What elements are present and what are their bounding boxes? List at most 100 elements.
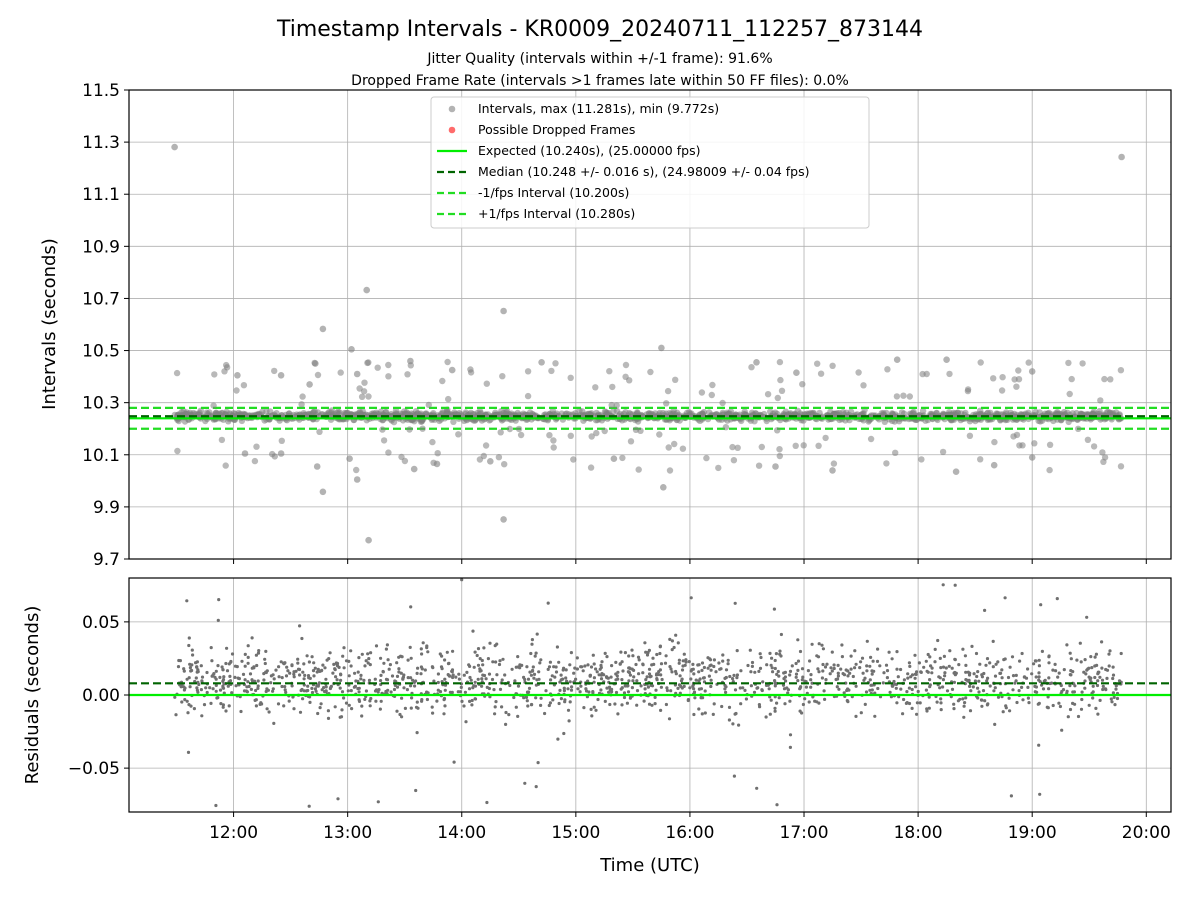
residual-point bbox=[558, 688, 562, 693]
residual-point bbox=[312, 674, 316, 678]
residual-point bbox=[905, 690, 909, 694]
residual-point bbox=[599, 663, 603, 668]
residual-point bbox=[562, 731, 566, 736]
interval-outlier-point bbox=[430, 459, 437, 466]
intervals-y-ticks: 9.7 9.9 10.1 10.3 10.5 10.7 10.9 11.1 11.3 11.5 bbox=[82, 81, 129, 570]
residual-point bbox=[815, 654, 819, 658]
residual-point bbox=[224, 661, 228, 666]
residual-point bbox=[699, 687, 704, 691]
residual-point bbox=[625, 701, 630, 705]
residual-point bbox=[349, 689, 353, 693]
residual-point bbox=[718, 667, 722, 671]
interval-outlier-point bbox=[613, 402, 620, 409]
residual-point bbox=[1079, 660, 1083, 664]
residual-point bbox=[727, 705, 732, 710]
residual-point bbox=[464, 720, 468, 724]
residual-point bbox=[387, 667, 391, 671]
residual-point bbox=[817, 670, 821, 674]
residual-point bbox=[221, 668, 225, 672]
residual-point bbox=[902, 697, 906, 702]
residual-point bbox=[366, 652, 370, 656]
interval-outlier-point bbox=[893, 356, 901, 364]
residual-point bbox=[310, 690, 315, 695]
residual-point bbox=[993, 686, 997, 690]
residual-point bbox=[1038, 792, 1042, 796]
interval-outlier-point bbox=[365, 536, 372, 544]
interval-outlier-point bbox=[385, 449, 392, 456]
residual-point bbox=[641, 671, 645, 675]
residual-point bbox=[1066, 715, 1070, 719]
residual-point bbox=[832, 663, 836, 667]
residual-point bbox=[1112, 695, 1116, 700]
residual-point bbox=[915, 670, 919, 674]
residual-point bbox=[925, 669, 929, 673]
residual-point bbox=[1011, 674, 1016, 678]
residual-point bbox=[592, 676, 597, 680]
residual-point bbox=[626, 690, 631, 694]
residual-point bbox=[723, 687, 727, 691]
residual-point bbox=[944, 666, 948, 670]
residual-point bbox=[668, 637, 672, 642]
residual-point bbox=[773, 679, 777, 683]
residual-point bbox=[532, 676, 536, 680]
interval-outlier-point bbox=[730, 457, 738, 464]
interval-outlier-point bbox=[943, 356, 950, 364]
residuals-points bbox=[173, 578, 1123, 808]
interval-outlier-point bbox=[990, 461, 998, 469]
residual-point bbox=[421, 641, 425, 645]
residual-point bbox=[290, 684, 294, 688]
residual-point bbox=[1001, 710, 1005, 714]
residual-point bbox=[664, 654, 668, 658]
residual-point bbox=[816, 667, 820, 671]
interval-point bbox=[891, 418, 898, 425]
residual-point bbox=[307, 660, 311, 664]
interval-outlier-point bbox=[500, 516, 507, 523]
residual-point bbox=[643, 687, 647, 691]
residual-point bbox=[1078, 641, 1082, 645]
residual-point bbox=[749, 684, 754, 688]
interval-outlier-point bbox=[632, 426, 640, 433]
residual-point bbox=[263, 661, 267, 666]
residual-point bbox=[180, 700, 184, 704]
residual-point bbox=[199, 688, 203, 692]
residual-point bbox=[694, 678, 698, 682]
residual-point bbox=[534, 696, 538, 700]
interval-point bbox=[610, 408, 617, 415]
residual-point bbox=[210, 659, 214, 663]
intervals-y-tick-label: 10.1 bbox=[82, 446, 120, 466]
residual-point bbox=[321, 663, 325, 667]
residual-point bbox=[630, 648, 634, 652]
intervals-legend: Intervals, max (11.281s), min (9.772s) P… bbox=[430, 96, 870, 229]
residual-point bbox=[653, 702, 657, 706]
residual-point bbox=[676, 686, 680, 691]
residual-point bbox=[621, 669, 625, 673]
residual-point bbox=[397, 655, 401, 659]
interval-outlier-point bbox=[660, 484, 667, 491]
residual-point bbox=[378, 707, 382, 711]
interval-outlier-point bbox=[753, 359, 760, 366]
interval-outlier-point bbox=[734, 444, 741, 451]
residual-point bbox=[876, 686, 880, 691]
residual-point bbox=[963, 701, 967, 705]
residual-point bbox=[796, 668, 800, 673]
residual-point bbox=[681, 659, 685, 663]
interval-outlier-point bbox=[548, 367, 555, 375]
residual-point bbox=[1034, 659, 1038, 663]
residual-point bbox=[649, 683, 653, 688]
residual-point bbox=[508, 683, 512, 688]
residual-point bbox=[292, 707, 296, 711]
interval-outlier-point bbox=[952, 468, 960, 476]
residual-point bbox=[529, 703, 534, 707]
residual-point bbox=[758, 652, 762, 656]
residual-point bbox=[842, 691, 846, 695]
interval-outlier-point bbox=[271, 367, 278, 375]
residual-point bbox=[357, 690, 361, 694]
residual-point bbox=[470, 703, 474, 707]
interval-point bbox=[324, 410, 332, 417]
interval-outlier-point bbox=[353, 476, 361, 483]
residual-point bbox=[895, 701, 899, 705]
residual-point bbox=[253, 679, 257, 683]
residual-point bbox=[901, 712, 905, 716]
residual-point bbox=[952, 680, 957, 685]
residual-point bbox=[381, 670, 385, 674]
